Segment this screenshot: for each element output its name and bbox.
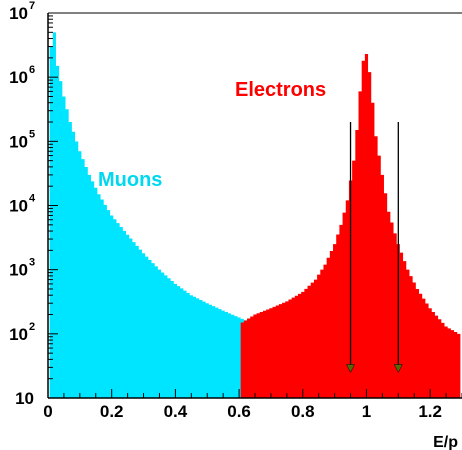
y-tick-label: 10 5 [9, 128, 35, 151]
x-tick-label: 0.2 [100, 402, 124, 421]
electron-data-point [254, 314, 256, 316]
y-tick-base: 10 [9, 4, 28, 23]
electron-data-point [270, 307, 272, 309]
muon-series [49, 32, 365, 398]
x-tick-label: 0 [43, 402, 52, 421]
electron-data-point [388, 211, 390, 213]
y-tick-base: 10 [9, 68, 28, 87]
y-tick-exponent: 5 [29, 128, 35, 140]
electrons-label: Electrons [235, 79, 326, 101]
muon-data-point [69, 121, 71, 123]
electron-data-point [356, 129, 358, 131]
y-tick-exponent: 7 [29, 0, 35, 12]
muon-data-point [143, 252, 145, 254]
muon-data-point [127, 234, 129, 236]
y-tick-label: 10 4 [9, 193, 36, 216]
x-tick-label: 0.6 [227, 402, 251, 421]
y-tick-label: 10 3 [9, 257, 35, 280]
muon-data-point [159, 269, 161, 271]
muon-data-point [63, 96, 65, 98]
electron-data-point [347, 200, 349, 202]
electron-data-point [429, 307, 431, 309]
electron-data-point [241, 322, 243, 324]
electron-data-point [366, 53, 368, 55]
y-tick-exponent: 2 [29, 321, 35, 333]
electron-data-point [362, 60, 364, 62]
y-tick-label: 10 6 [9, 64, 35, 87]
muon-data-point [57, 65, 59, 67]
electron-data-point [340, 224, 342, 226]
x-tick-label: 0.4 [164, 402, 188, 421]
electron-data-point [417, 288, 419, 290]
electron-data-point [315, 279, 317, 281]
electron-data-point [334, 243, 336, 245]
x-tick-label: 1 [362, 402, 371, 421]
electron-data-point [359, 91, 361, 93]
cut-arrow-2-head [393, 364, 403, 374]
muon-data-point [238, 317, 240, 319]
electron-data-point [286, 301, 288, 303]
muon-data-point [89, 174, 91, 176]
y-tick-base: 10 [9, 261, 28, 280]
electron-data-point [372, 102, 374, 104]
y-tick-exponent: 3 [29, 257, 35, 269]
y-tick-base: 10 [9, 132, 28, 151]
y-tick-exponent: 4 [29, 193, 36, 205]
y-tick-base: 10 [9, 325, 28, 344]
electron-data-point [353, 160, 355, 162]
muon-data-point [206, 302, 208, 304]
muon-data-point [175, 283, 177, 285]
y-tick-label: 10 [15, 389, 34, 408]
axis-ticks [47, 12, 462, 399]
electron-data-point [324, 264, 326, 266]
electron-data-point [458, 333, 460, 335]
x-tick-label: 1.2 [418, 402, 442, 421]
y-tick-label: 10 2 [9, 321, 35, 344]
y-tick-base: 10 [15, 389, 34, 408]
y-tick-base: 10 [9, 197, 28, 216]
electron-data-point [302, 291, 304, 293]
muons-label: Muons [98, 169, 162, 191]
x-tick-label: 0.8 [291, 402, 315, 421]
cut-arrow-1-head [346, 364, 355, 374]
muon-histogram [49, 32, 365, 398]
muon-data-point [191, 294, 193, 296]
muon-data-point [98, 193, 100, 195]
muon-data-point [222, 310, 224, 312]
cut-arrows [346, 122, 403, 374]
muon-data-point [54, 32, 56, 34]
x-axis-title: E/p [433, 434, 458, 450]
electron-data-point [382, 174, 384, 176]
electron-data-point [369, 71, 371, 73]
muon-data-point [111, 215, 113, 217]
muon-data-point [79, 150, 81, 152]
y-tick-label: 10 7 [9, 0, 35, 23]
y-tick-exponent: 6 [29, 64, 35, 76]
electron-data-point [375, 135, 377, 137]
electron-data-point [445, 326, 447, 328]
electron-data-point [407, 269, 409, 271]
